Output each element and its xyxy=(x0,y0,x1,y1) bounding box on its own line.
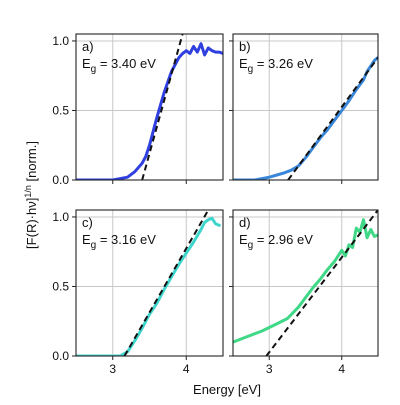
panel-c: 3 4 0.0 0.5 1.0 c) Eg = 3.16 eV xyxy=(52,209,224,376)
x-tick-label: 3 xyxy=(266,362,273,376)
x-tick-label: 4 xyxy=(183,362,190,376)
panel-frame xyxy=(232,33,379,181)
series-line xyxy=(233,56,378,180)
panel-d: 3 4 d) Eg = 2.96 eV xyxy=(229,209,379,376)
panel-label: d) xyxy=(239,215,251,230)
tauc-fit-line xyxy=(141,34,184,180)
y-tick-label: 1.0 xyxy=(52,210,69,224)
x-axis-label: Energy [eV] xyxy=(193,382,261,397)
band-gap-label: Eg = 2.96 eV xyxy=(239,232,313,251)
y-tick-label: 0.0 xyxy=(52,173,69,187)
band-gap-label: Eg = 3.40 eV xyxy=(82,56,156,75)
panel-frame xyxy=(75,33,224,181)
y-tick-label: 0.0 xyxy=(52,349,69,363)
panel-frame xyxy=(232,209,379,357)
tauc-fit-line xyxy=(287,57,378,180)
y-tick-label: 1.0 xyxy=(52,34,69,48)
series-line xyxy=(233,218,378,344)
series-line xyxy=(76,42,223,180)
y-tick-label: 0.5 xyxy=(52,279,69,293)
band-gap-label: Eg = 3.26 eV xyxy=(239,56,313,75)
x-tick-label: 3 xyxy=(109,362,116,376)
panel-label: b) xyxy=(239,39,251,54)
panel-b: b) Eg = 3.26 eV xyxy=(229,33,379,184)
tauc-fit-line xyxy=(123,210,210,356)
y-axis-label: [F(R)·hν]1/n [norm.] xyxy=(23,141,39,249)
band-gap-label: Eg = 3.16 eV xyxy=(82,232,156,251)
panel-label: a) xyxy=(82,39,94,54)
panel-frame xyxy=(75,209,224,357)
x-tick-label: 4 xyxy=(338,362,345,376)
panel-label: c) xyxy=(82,215,93,230)
tauc-fit-line xyxy=(265,210,378,356)
y-tick-label: 0.5 xyxy=(52,103,69,117)
series-line xyxy=(76,216,221,356)
panel-a: 0.0 0.5 1.0 a) Eg = 3.40 eV xyxy=(52,33,224,187)
